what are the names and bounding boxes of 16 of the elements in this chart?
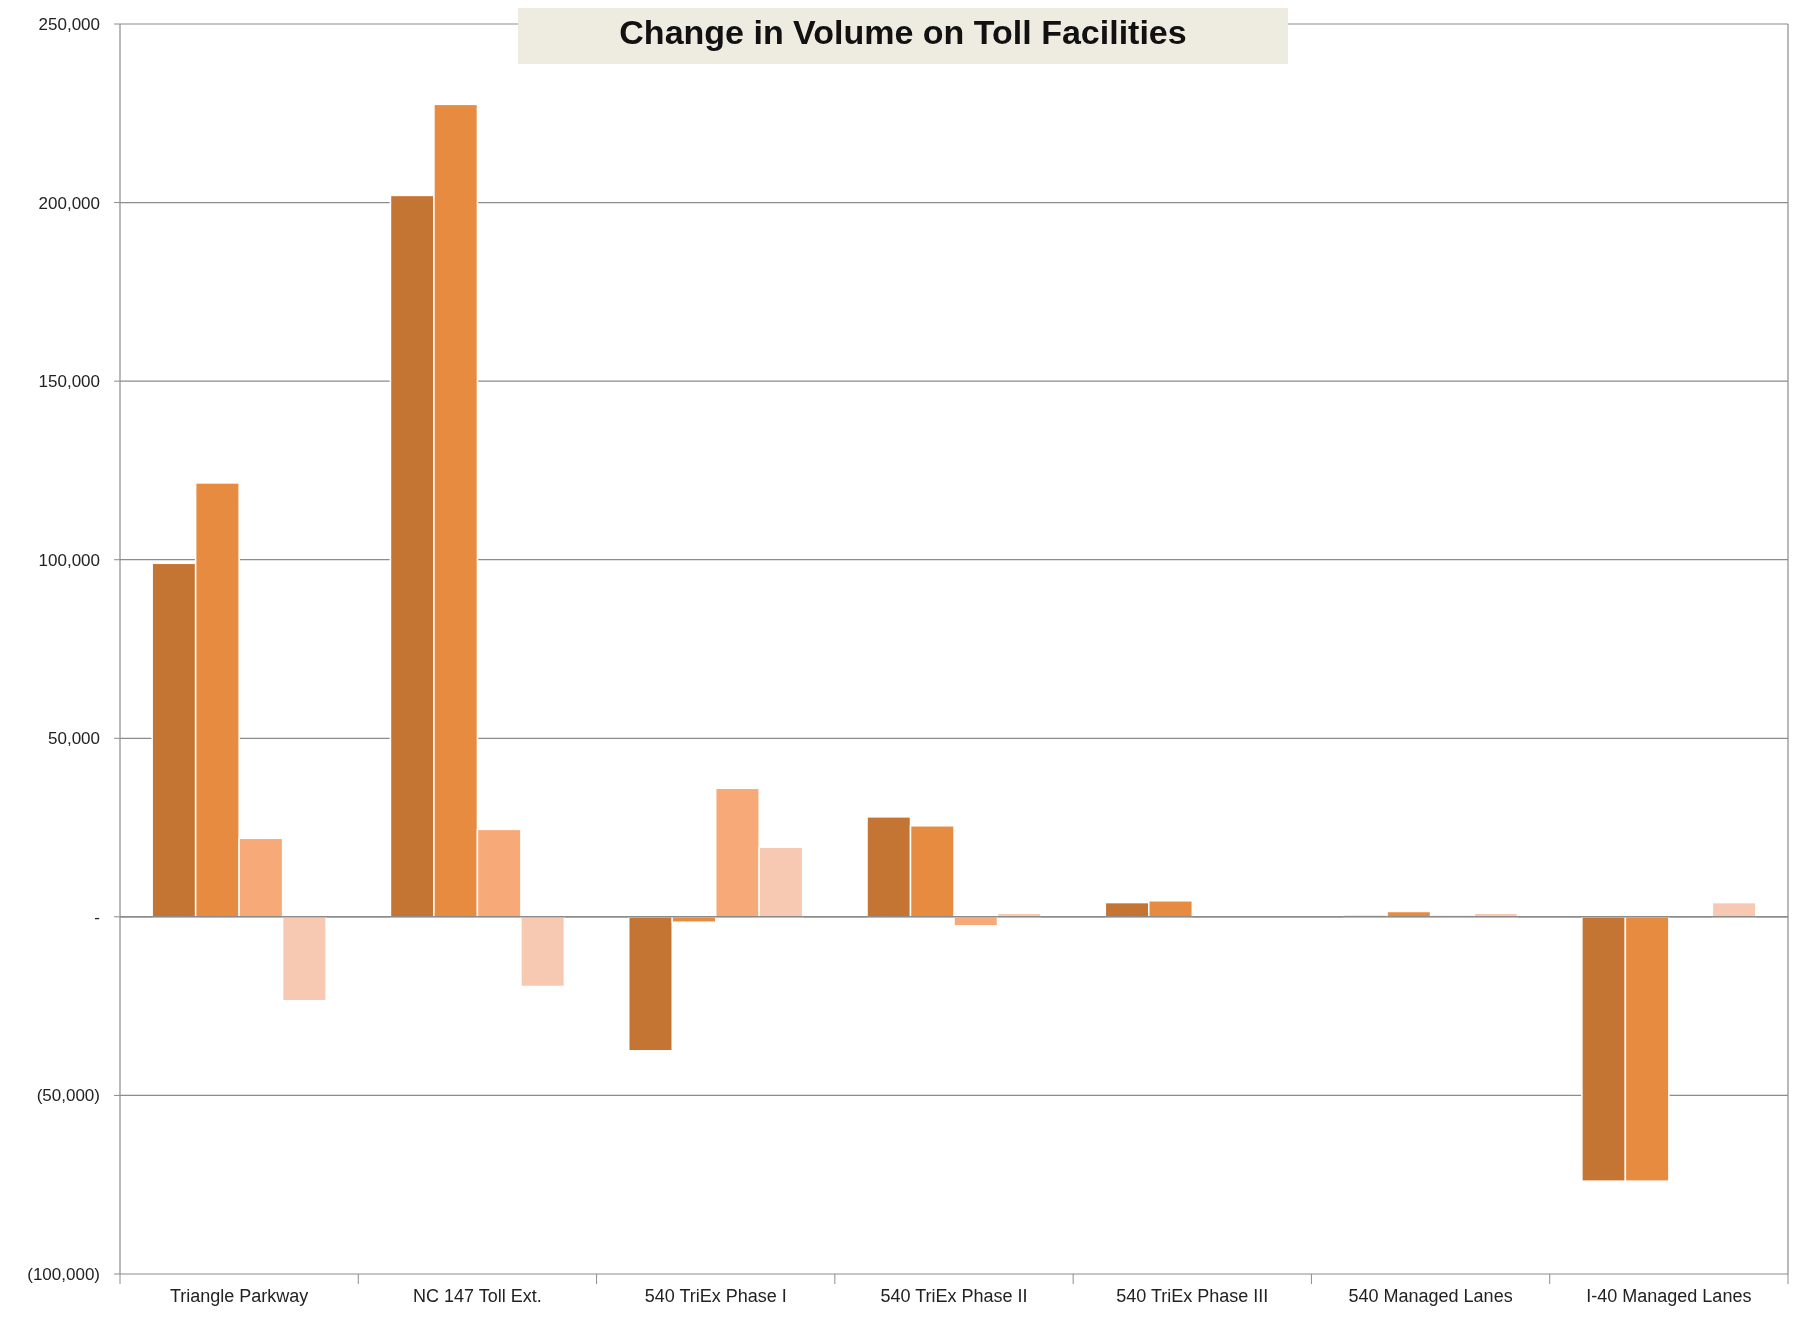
y-tick-label: (50,000): [36, 1086, 100, 1106]
x-tick-label: NC 147 Toll Ext.: [413, 1286, 542, 1306]
y-tick-label: 200,000: [38, 193, 100, 213]
y-tick-label: 150,000: [38, 372, 100, 392]
y-tick-label: 100,000: [38, 550, 100, 570]
y-tick-label: 250,000: [38, 14, 100, 34]
x-tick-label: 540 TriEx Phase II: [880, 1286, 1028, 1306]
x-tick-label: 540 TriEx Phase III: [1116, 1286, 1269, 1306]
y-tick-label: -: [94, 907, 100, 927]
x-tick-label: Triangle Parkway: [169, 1286, 309, 1306]
x-tick-label: 540 TriEx Phase I: [644, 1286, 787, 1306]
x-tick-label: I-40 Managed Lanes: [1586, 1286, 1752, 1306]
chart-title: Change in Volume on Toll Facilities: [619, 13, 1187, 51]
y-tick-label: (100,000): [27, 1264, 100, 1284]
x-tick-label: 540 Managed Lanes: [1348, 1286, 1513, 1306]
y-tick-label: 50,000: [48, 729, 100, 749]
